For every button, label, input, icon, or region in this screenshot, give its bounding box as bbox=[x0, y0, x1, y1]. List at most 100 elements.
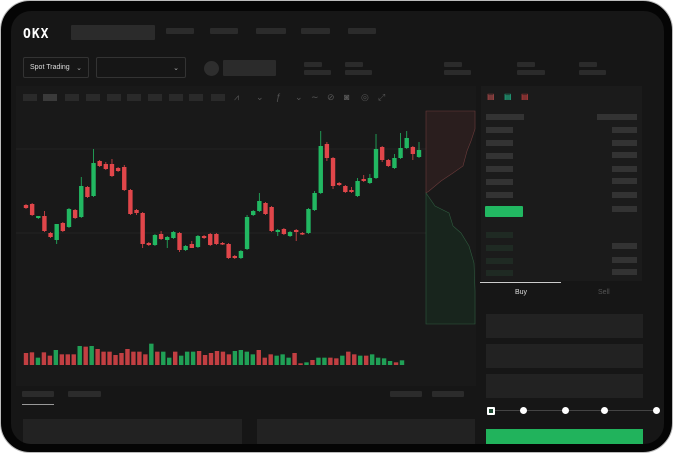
last-price bbox=[485, 206, 523, 217]
candle-body bbox=[195, 236, 201, 247]
slider-step[interactable] bbox=[653, 407, 660, 414]
volume-bar bbox=[53, 350, 59, 365]
slider-step[interactable] bbox=[562, 407, 569, 414]
bottom-action[interactable] bbox=[390, 391, 422, 397]
buy-submit-button[interactable] bbox=[486, 429, 643, 444]
volume-bar bbox=[298, 363, 303, 365]
coin-icon bbox=[204, 61, 219, 76]
candle-body bbox=[97, 161, 102, 166]
volume-bar bbox=[89, 346, 94, 365]
timeframe-button[interactable] bbox=[86, 94, 100, 101]
candle bbox=[287, 231, 293, 237]
timeframe-button[interactable] bbox=[169, 94, 183, 101]
candle-body bbox=[177, 233, 182, 250]
dropdown-icon[interactable]: ⌄ bbox=[295, 92, 303, 102]
total-input[interactable] bbox=[486, 374, 643, 398]
volume-bar bbox=[35, 357, 41, 365]
timeframe-button-active[interactable] bbox=[43, 94, 57, 101]
stat-value bbox=[345, 70, 372, 75]
spot-trading-select[interactable]: Spot Trading ⌄ bbox=[23, 57, 89, 78]
ruler-icon[interactable]: ⊘ bbox=[327, 92, 335, 102]
nav-item[interactable] bbox=[256, 28, 286, 34]
candle-body bbox=[300, 233, 305, 235]
fullscreen-icon[interactable]: ⤢ bbox=[378, 92, 386, 102]
tab-buy[interactable]: Buy bbox=[515, 289, 528, 296]
book-bids-icon[interactable]: ▤ bbox=[504, 92, 512, 101]
volume-bar bbox=[340, 355, 345, 365]
volume-bar bbox=[358, 355, 363, 365]
candle-body bbox=[115, 168, 121, 171]
timeframe-button[interactable] bbox=[107, 94, 121, 101]
nav-item[interactable] bbox=[348, 28, 376, 34]
bottom-tab[interactable] bbox=[68, 391, 101, 397]
chevron-down-icon: ⌄ bbox=[76, 64, 82, 72]
amount-slider-track[interactable] bbox=[491, 410, 657, 411]
formula-icon[interactable]: ƒ bbox=[276, 92, 282, 102]
candle-body bbox=[373, 149, 379, 178]
candle bbox=[60, 222, 66, 232]
timeframe-button[interactable] bbox=[23, 94, 37, 101]
book-both-icon[interactable]: ▤ bbox=[487, 92, 495, 101]
camera-icon[interactable]: ◙ bbox=[344, 92, 350, 102]
slider-step[interactable] bbox=[601, 407, 608, 414]
price-input[interactable] bbox=[486, 314, 643, 338]
chart-type-icon[interactable]: ⩘ bbox=[234, 92, 240, 102]
slider-handle[interactable] bbox=[487, 407, 495, 415]
volume-bar bbox=[190, 351, 196, 365]
candle-body bbox=[134, 210, 139, 213]
nav-item[interactable] bbox=[210, 28, 238, 34]
volume-bar bbox=[95, 349, 100, 365]
candle-body bbox=[220, 243, 225, 245]
candle-body bbox=[244, 217, 250, 249]
candle-body bbox=[361, 179, 366, 181]
candle-body bbox=[171, 232, 176, 238]
nav-item[interactable] bbox=[301, 28, 330, 34]
candle bbox=[91, 149, 96, 197]
volume-bar bbox=[232, 351, 238, 365]
timeframe-button[interactable] bbox=[65, 94, 79, 101]
candlestick-chart[interactable] bbox=[11, 11, 664, 444]
candle bbox=[367, 174, 373, 184]
candle bbox=[220, 242, 225, 245]
timeframe-button[interactable] bbox=[127, 94, 141, 101]
pair-select[interactable]: ⌄ bbox=[96, 57, 186, 78]
timeframe-button[interactable] bbox=[148, 94, 162, 101]
volume-bar bbox=[41, 352, 47, 365]
candle bbox=[171, 231, 176, 239]
stat-label bbox=[444, 62, 462, 67]
candle-body bbox=[416, 150, 422, 157]
settings-icon[interactable]: ◎ bbox=[361, 92, 369, 102]
candle-body bbox=[201, 236, 207, 238]
tab-sell[interactable]: Sell bbox=[598, 289, 610, 296]
stat-value bbox=[579, 70, 606, 75]
indicator-icon[interactable]: ⌄ bbox=[256, 92, 264, 102]
volume-bar bbox=[238, 350, 244, 365]
candle-body bbox=[404, 138, 409, 148]
candle bbox=[29, 203, 35, 216]
nav-item[interactable] bbox=[166, 28, 194, 34]
amount-input[interactable] bbox=[486, 344, 643, 368]
candle-body bbox=[72, 210, 78, 218]
candle bbox=[293, 229, 299, 241]
timeframe-button[interactable] bbox=[211, 94, 225, 101]
depth-chart bbox=[425, 110, 476, 325]
volume-bar bbox=[47, 355, 53, 365]
candle bbox=[23, 204, 29, 209]
candle-body bbox=[269, 207, 274, 231]
candle bbox=[232, 255, 237, 259]
book-asks-icon[interactable]: ▤ bbox=[521, 92, 529, 101]
search-bar[interactable] bbox=[71, 25, 155, 40]
candle-body bbox=[398, 148, 403, 158]
volume-bar bbox=[375, 357, 381, 365]
bottom-tab-active[interactable] bbox=[22, 391, 54, 397]
candle bbox=[177, 232, 182, 252]
bottom-action[interactable] bbox=[432, 391, 464, 397]
line-tool-icon[interactable]: ∼ bbox=[311, 92, 319, 102]
candle-body bbox=[379, 147, 385, 160]
slider-step[interactable] bbox=[520, 407, 527, 414]
volume-bar bbox=[125, 349, 130, 365]
volume-bar bbox=[310, 360, 315, 365]
candle-body bbox=[232, 256, 237, 258]
volume-bar bbox=[101, 351, 106, 365]
timeframe-button[interactable] bbox=[189, 94, 203, 101]
